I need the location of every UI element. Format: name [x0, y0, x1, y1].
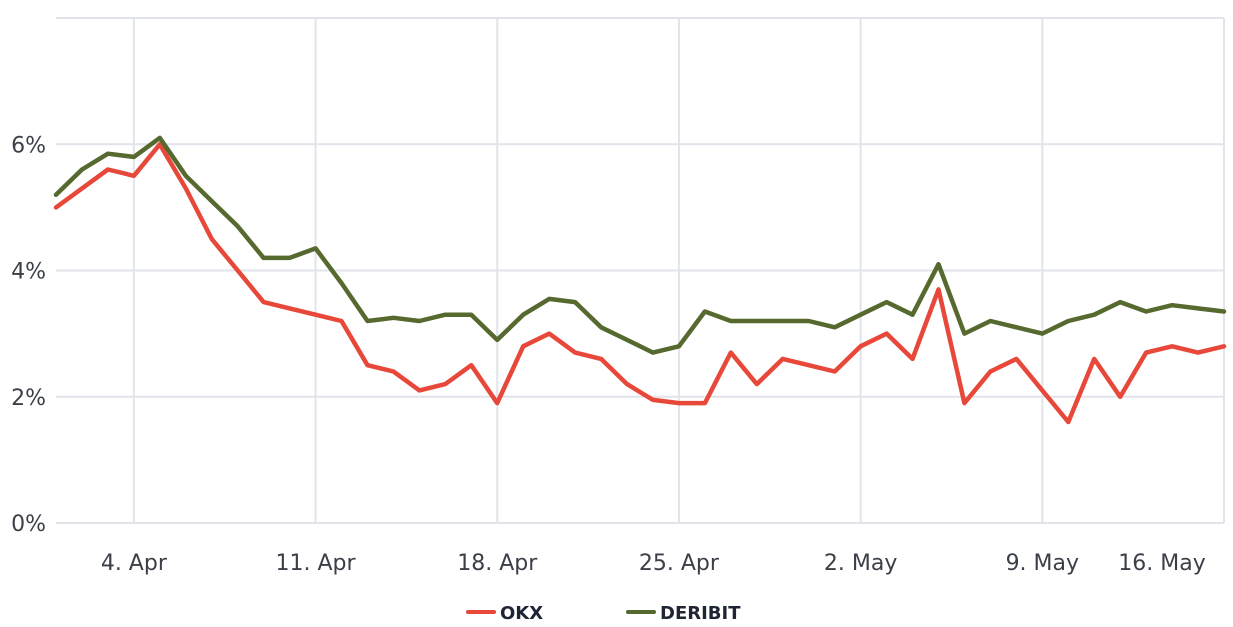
- x-tick-label: 9. May: [1006, 551, 1079, 576]
- y-tick-label: 0%: [11, 512, 46, 537]
- legend[interactable]: OKX DERIBIT: [466, 603, 741, 624]
- x-tick-label: 4. Apr: [101, 551, 168, 576]
- x-tick-label: 18. Apr: [457, 551, 538, 576]
- x-tick-label: 25. Apr: [639, 551, 720, 576]
- legend-label: OKX: [500, 603, 543, 624]
- y-tick-label: 4%: [11, 260, 46, 285]
- y-tick-label: 2%: [11, 386, 46, 411]
- x-tick-label: 16. May: [1118, 551, 1205, 576]
- x-tick-label: 11. Apr: [276, 551, 357, 576]
- series-line-okx[interactable]: [53, 142, 1227, 425]
- legend-label: DERIBIT: [660, 603, 741, 624]
- legend-item-okx[interactable]: OKX: [466, 603, 543, 624]
- x-axis-ticks: 4. Apr 11. Apr 18. Apr 25. Apr 2. May 9. May 1…: [101, 551, 1206, 576]
- y-tick-label: 6%: [11, 133, 46, 158]
- y-axis-ticks: 0% 2% 4% 6%: [11, 133, 46, 537]
- legend-item-deribit[interactable]: DERIBIT: [626, 603, 741, 624]
- series-line-deribit[interactable]: [53, 135, 1227, 355]
- series-layer: [53, 135, 1227, 425]
- x-tick-label: 2. May: [824, 551, 897, 576]
- grid: [56, 17, 1225, 524]
